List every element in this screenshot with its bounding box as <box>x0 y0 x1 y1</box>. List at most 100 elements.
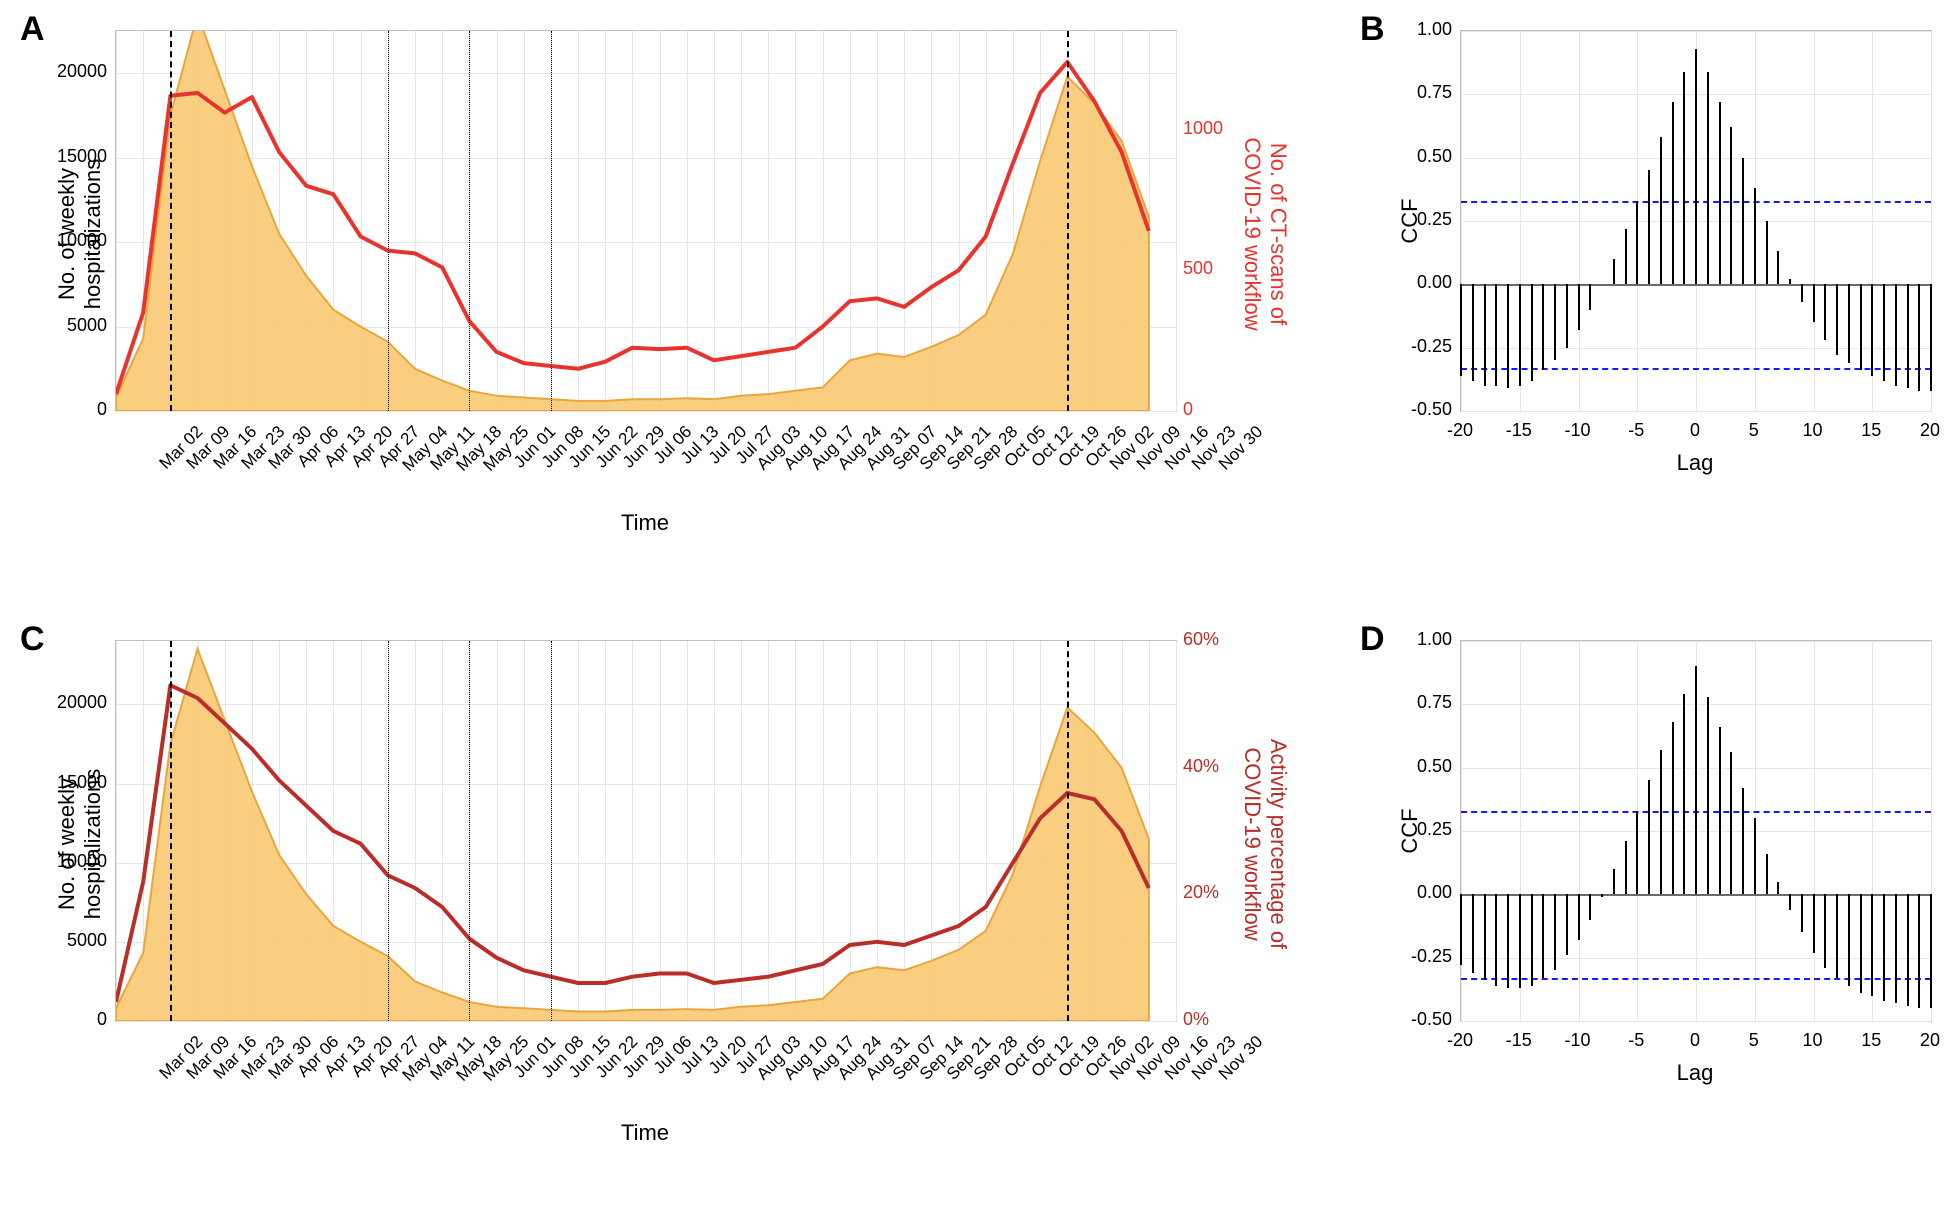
ref-line-dashed <box>1067 31 1069 411</box>
x-axis-title: Lag <box>1655 1060 1735 1086</box>
ccf-bar <box>1672 102 1674 284</box>
ccf-bar <box>1660 750 1662 894</box>
xtick: 5 <box>1734 1030 1774 1051</box>
ccf-bar <box>1648 780 1650 894</box>
ccf-bar <box>1754 818 1756 894</box>
panel-label-b: B <box>1360 10 1385 49</box>
ccf-bar <box>1801 894 1803 932</box>
xtick: -20 <box>1440 420 1480 441</box>
x-axis-title: Time <box>595 510 695 536</box>
y-axis-title-left: No. of weeklyhospitalizations <box>54 694 106 994</box>
ccf-bar <box>1871 894 1873 995</box>
ccf-bar <box>1730 752 1732 894</box>
ccf-bar <box>1554 284 1556 360</box>
ccf-bar <box>1695 49 1697 285</box>
ytick: -0.25 <box>1400 336 1452 357</box>
ref-line-dotted <box>388 641 389 1021</box>
figure: A0500010000150002000005001000Mar 02Mar 0… <box>0 0 1960 1206</box>
ccf-bar <box>1542 894 1544 978</box>
ccf-bar <box>1566 894 1568 955</box>
ccf-bar <box>1907 284 1909 388</box>
ccf-bar <box>1683 72 1685 285</box>
ccf-bar <box>1472 894 1474 973</box>
ccf-bar <box>1554 894 1556 970</box>
ccf-bar <box>1789 894 1791 909</box>
ccf-bar <box>1836 894 1838 978</box>
ccf-bar <box>1766 854 1768 895</box>
ccf-bar <box>1813 894 1815 952</box>
ccf-bar <box>1672 722 1674 894</box>
ytick: 1.00 <box>1400 19 1452 40</box>
ccf-bar <box>1695 666 1697 894</box>
xtick: 20 <box>1910 420 1950 441</box>
ccf-bar <box>1860 894 1862 993</box>
ccf-bar <box>1883 894 1885 1000</box>
ytick-right: 0% <box>1183 1009 1253 1030</box>
ref-line-dotted <box>469 31 470 411</box>
ccf-bar <box>1495 894 1497 985</box>
ccf-bar <box>1589 894 1591 919</box>
ccf-bar <box>1742 788 1744 894</box>
ccf-bar <box>1707 72 1709 285</box>
ccf-bar <box>1883 284 1885 380</box>
ccf-bar <box>1507 894 1509 988</box>
y-axis-title-right: Activity percentage ofCOVID-19 workflow <box>1239 694 1291 994</box>
ccf-bar <box>1566 284 1568 347</box>
xtick: 10 <box>1793 420 1833 441</box>
ccf-bar <box>1460 894 1462 965</box>
ccf-bar <box>1519 894 1521 988</box>
ccf-bar <box>1918 284 1920 390</box>
ccf-bar <box>1636 201 1638 285</box>
panel-label-d: D <box>1360 620 1385 659</box>
xtick: 5 <box>1734 420 1774 441</box>
ccf-bar <box>1636 811 1638 895</box>
ccf-bar <box>1754 188 1756 284</box>
ccf-bar <box>1495 284 1497 385</box>
ref-line-dashed <box>170 641 172 1021</box>
ccf-bar <box>1531 284 1533 380</box>
ref-line-dashed <box>1067 641 1069 1021</box>
ref-line-dotted <box>388 31 389 411</box>
ccf-bar <box>1660 137 1662 284</box>
xtick: -15 <box>1499 420 1539 441</box>
ccf-bar <box>1578 894 1580 940</box>
ccf-bar <box>1707 697 1709 895</box>
ytick-left: 0 <box>45 1009 107 1030</box>
ccf-bar <box>1719 727 1721 894</box>
ccf-bar <box>1824 284 1826 340</box>
ccf-bar <box>1930 894 1932 1008</box>
xtick: -15 <box>1499 1030 1539 1051</box>
ytick-right: 60% <box>1183 629 1253 650</box>
ytick: -0.25 <box>1400 946 1452 967</box>
y-axis-title: CCF <box>1397 731 1423 931</box>
ref-line-dashed <box>170 31 172 411</box>
ccf-bar <box>1589 284 1591 309</box>
ccf-bar <box>1601 894 1603 897</box>
plot-area-c <box>115 640 1177 1022</box>
ccf-bar <box>1484 284 1486 385</box>
ref-line-dotted <box>551 641 552 1021</box>
ccf-bar <box>1542 284 1544 370</box>
ytick-left: 0 <box>45 399 107 420</box>
ccf-bar <box>1918 894 1920 1008</box>
ccf-bar <box>1848 894 1850 985</box>
ytick: -0.50 <box>1400 1009 1452 1030</box>
xtick: 10 <box>1793 1030 1833 1051</box>
ccf-bar <box>1777 251 1779 284</box>
ccf-bar <box>1683 694 1685 894</box>
ccf-bar <box>1625 841 1627 894</box>
plot-area-b <box>1460 30 1932 412</box>
ccf-bar <box>1895 284 1897 385</box>
panel-label-a: A <box>20 10 45 49</box>
ccf-bar <box>1895 894 1897 1003</box>
ccf-bar <box>1460 284 1462 375</box>
panel-label-c: C <box>20 620 45 659</box>
ccf-bar <box>1730 127 1732 284</box>
ccf-bar <box>1719 102 1721 284</box>
ytick: 1.00 <box>1400 629 1452 650</box>
ytick: 0.75 <box>1400 692 1452 713</box>
y-axis-title-right: No. of CT-scans ofCOVID-19 workflow <box>1239 84 1291 384</box>
ccf-bar <box>1531 894 1533 985</box>
xtick: 20 <box>1910 1030 1950 1051</box>
ccf-bar <box>1907 894 1909 1005</box>
